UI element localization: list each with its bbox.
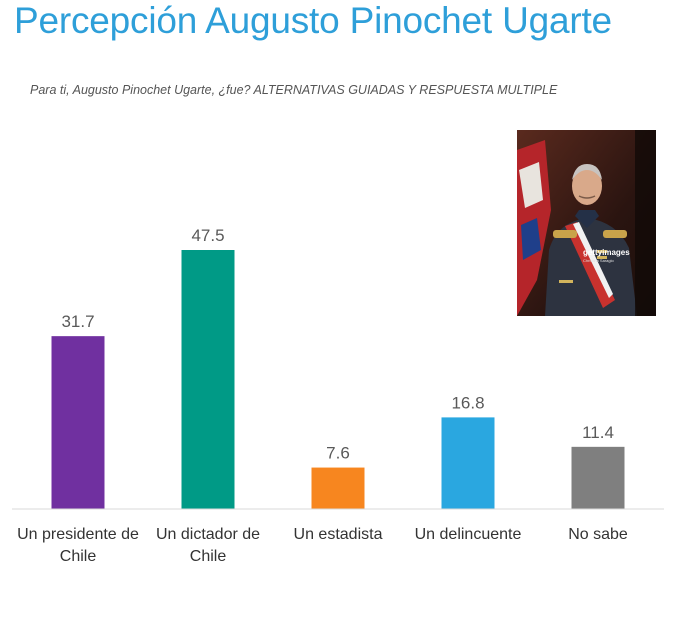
category-label-1-line-0: Un dictador de <box>156 526 260 543</box>
data-label-1: 47.5 <box>191 226 224 245</box>
category-label-0-line-0: Un presidente de <box>17 526 139 543</box>
page-title: Percepción Augusto Pinochet Ugarte <box>14 0 612 41</box>
bar-1 <box>181 250 235 509</box>
portrait-illustration: gettyimages Christina Saragio <box>517 130 656 316</box>
bar-3 <box>441 417 495 509</box>
bar-0 <box>51 336 105 509</box>
watermark-credit: Christina Saragio <box>583 258 614 263</box>
category-label-4-line-0: No sabe <box>568 526 628 543</box>
bar-4 <box>571 446 625 509</box>
category-label-2-line-0: Un estadista <box>294 526 383 543</box>
category-label-3-line-0: Un delincuente <box>415 526 522 543</box>
category-label-0-line-1: Chile <box>60 548 97 565</box>
data-label-0: 31.7 <box>61 312 94 331</box>
bar-2 <box>311 467 365 509</box>
portrait-image: gettyimages Christina Saragio <box>517 130 656 316</box>
watermark-text: gettyimages <box>583 248 630 257</box>
data-label-2: 7.6 <box>326 444 350 463</box>
data-label-4: 11.4 <box>582 423 614 442</box>
category-label-1-line-1: Chile <box>190 548 227 565</box>
data-label-3: 16.8 <box>451 393 484 412</box>
page-subtitle: Para ti, Augusto Pinochet Ugarte, ¿fue? … <box>30 83 558 97</box>
